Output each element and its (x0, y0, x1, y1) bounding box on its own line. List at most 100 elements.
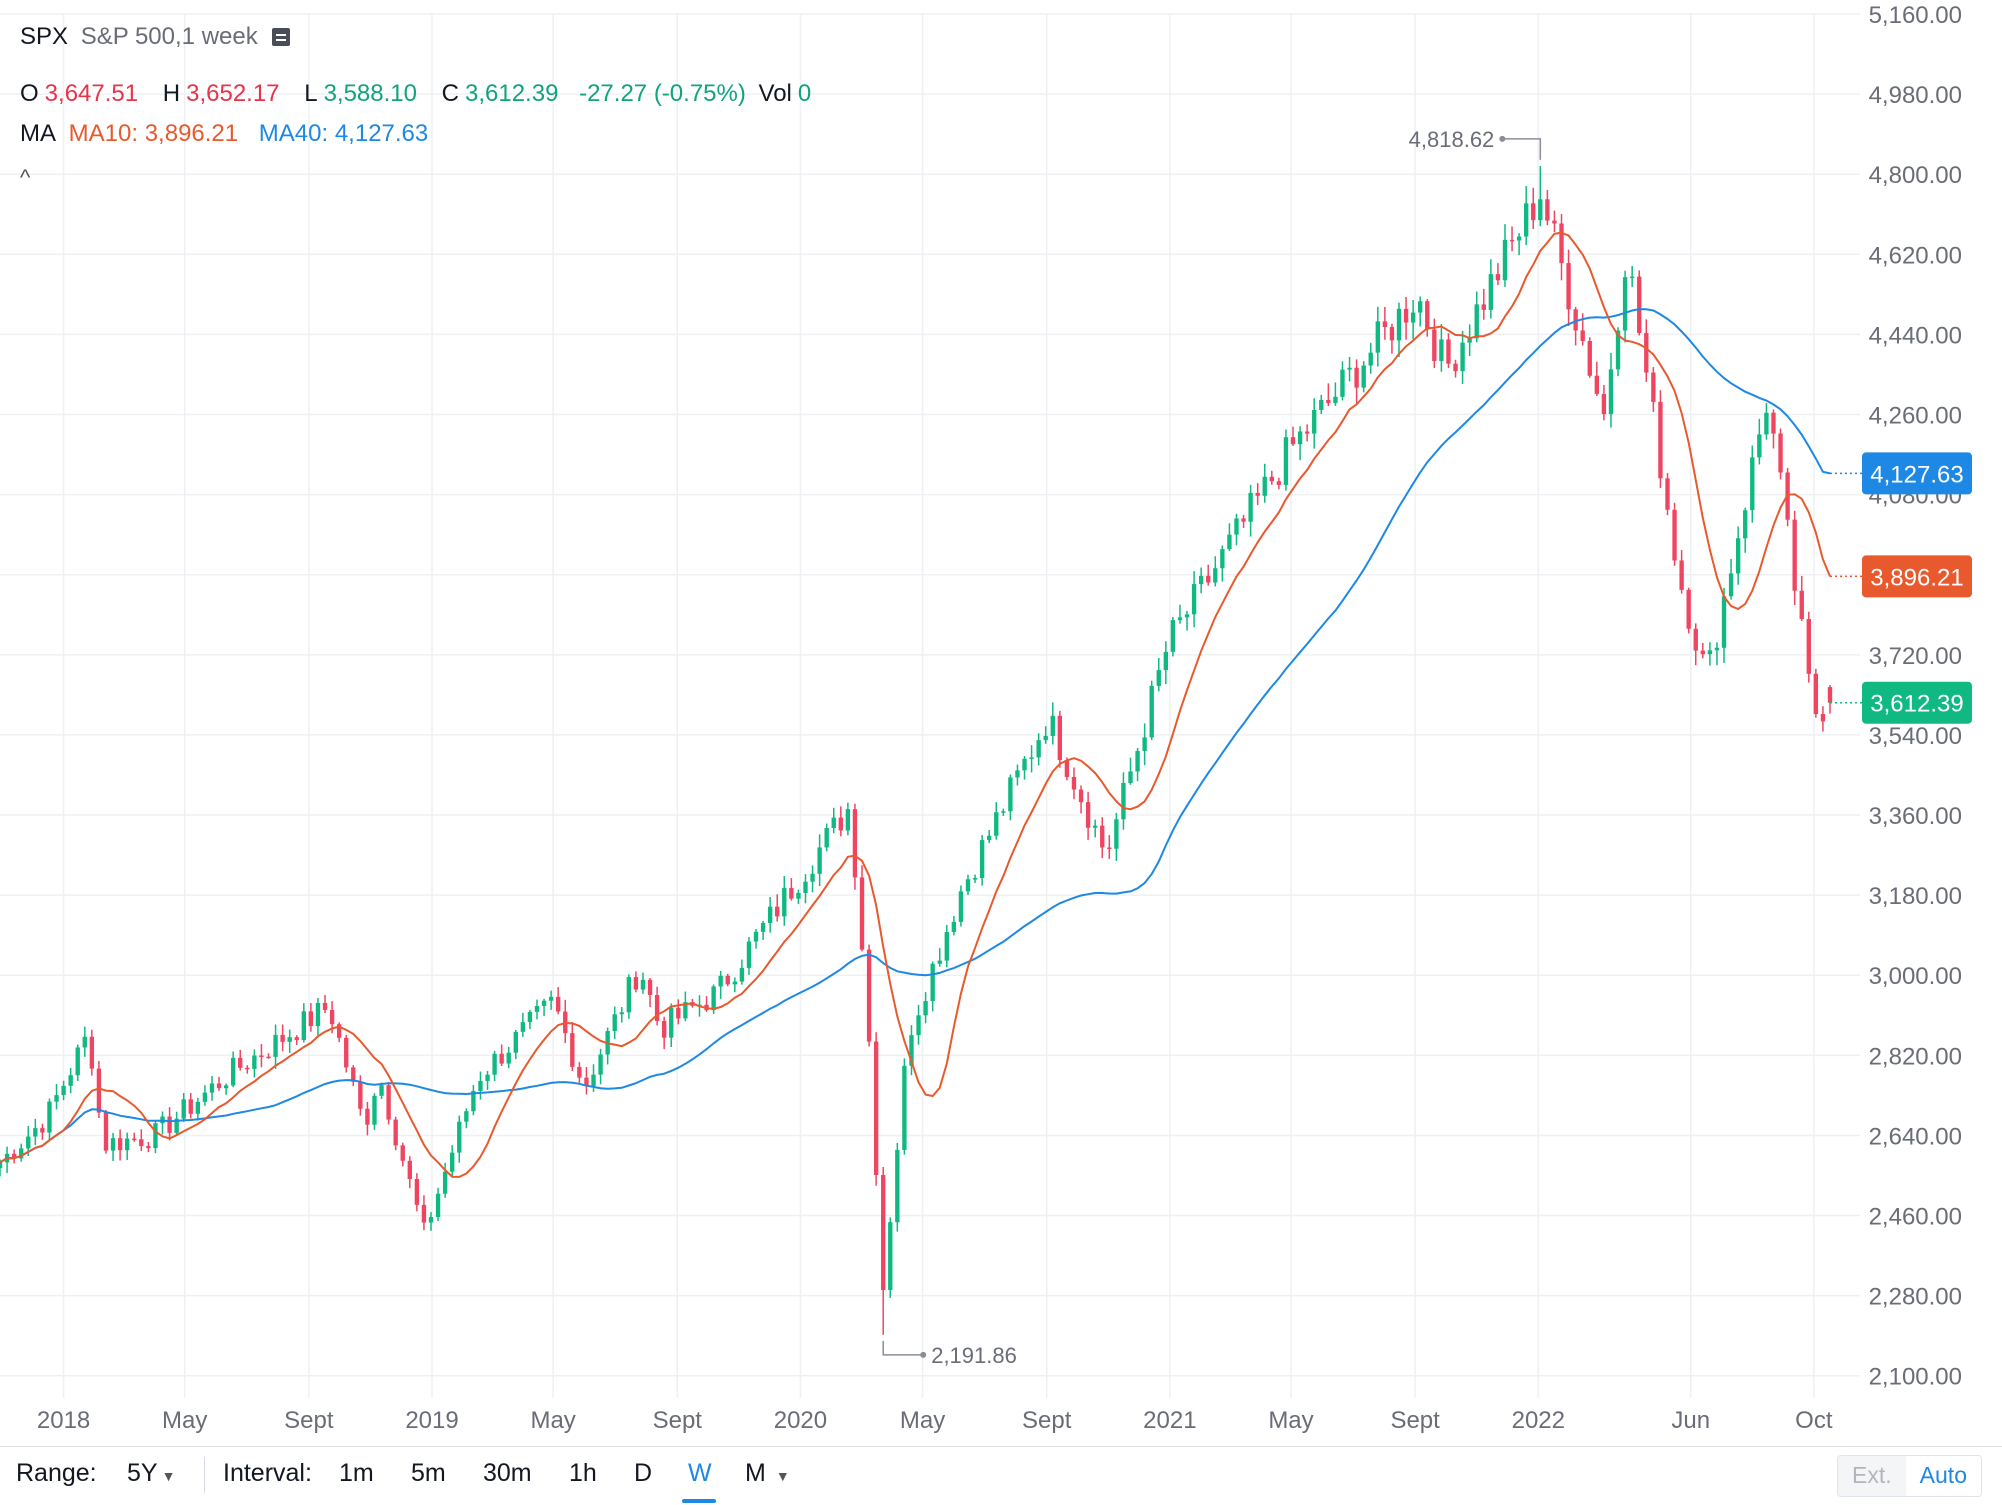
high-annotation-label: 4,818.62 (1409, 127, 1495, 152)
x-tick-label: 2021 (1143, 1407, 1196, 1434)
candle-down (1078, 789, 1084, 803)
candle-up (711, 986, 716, 1011)
candle-down (1326, 399, 1331, 404)
candle-up (1764, 412, 1769, 435)
ma10-legend[interactable]: MA10: 3,896.21 (68, 120, 239, 147)
candle-down (11, 1153, 17, 1159)
high-annotation-leader (1502, 138, 1542, 160)
open-value: 3,647.51 (44, 80, 139, 107)
low-annotation-leader (882, 1340, 924, 1356)
candle-down (1552, 220, 1557, 224)
candle-up (1728, 573, 1734, 597)
candle-up (1297, 431, 1303, 445)
candle-down (838, 817, 843, 831)
interval-1h[interactable]: 1h (569, 1459, 597, 1487)
candle-up (1488, 274, 1494, 310)
interval-m-selector[interactable]: M ▼ (745, 1459, 790, 1488)
candle-down (386, 1085, 391, 1120)
candle-down (1573, 309, 1578, 331)
candle-up (958, 891, 964, 922)
candle-down (1580, 330, 1585, 342)
close-label: C (441, 80, 459, 107)
candle-up (1629, 276, 1635, 279)
candle-up (1043, 735, 1048, 741)
ma40-line (0, 308, 1831, 1164)
candle-down (1672, 509, 1677, 561)
interval-w[interactable]: W (688, 1459, 712, 1487)
candle-up (944, 931, 949, 961)
x-tick-label: May (1268, 1407, 1313, 1434)
candle-up (619, 1012, 624, 1015)
ma40-legend[interactable]: MA40: 4,127.63 (258, 120, 429, 147)
y-tick-label: 4,980.00 (1869, 82, 1962, 109)
candle-down (407, 1160, 412, 1180)
ext-toggle[interactable]: Ext. (1838, 1456, 1906, 1496)
price-chart[interactable]: 2,100.00 2,280.00 2,460.00 2,640.00 2,820.00… (0, 0, 2002, 1446)
candle-down (1601, 393, 1607, 415)
candle-up (916, 1015, 921, 1036)
x-tick-label: Sept (1022, 1407, 1072, 1434)
candle-up (202, 1092, 208, 1102)
candle-up (1502, 239, 1508, 281)
candle-up (1008, 777, 1013, 812)
candle-up (1319, 399, 1324, 411)
candle-down (556, 996, 561, 1012)
range-selector[interactable]: 5Y ▼ (127, 1459, 175, 1488)
candle-up (471, 1090, 476, 1112)
y-tick-label: 3,720.00 (1869, 643, 1962, 670)
candle-down (1057, 715, 1063, 761)
x-tick-label: May (900, 1407, 945, 1434)
interval-1m[interactable]: 1m (339, 1459, 374, 1487)
candle-up (1022, 758, 1027, 771)
candle-up (1474, 304, 1479, 339)
candle-up (1177, 617, 1183, 621)
candle-up (1396, 308, 1402, 341)
candle-down (393, 1119, 398, 1146)
candle-up (1608, 369, 1614, 415)
candle-up (1707, 650, 1713, 655)
candle-down (1241, 518, 1246, 522)
candle-up (1714, 647, 1720, 651)
candle-down (329, 1009, 335, 1025)
candle-up (478, 1080, 483, 1091)
candle-down (1827, 687, 1833, 703)
candle-up (972, 878, 978, 880)
candle-up (888, 1222, 893, 1290)
document-icon[interactable] (271, 28, 290, 46)
candle-up (803, 881, 808, 893)
candle-up (767, 906, 773, 924)
candle-up (746, 941, 752, 968)
candle-up (612, 1014, 617, 1032)
range-value: 5Y (127, 1459, 158, 1487)
candle-up (110, 1138, 116, 1151)
candle-up (450, 1152, 455, 1172)
candle-up (1622, 277, 1628, 331)
interval-30m[interactable]: 30m (483, 1459, 532, 1487)
y-tick-label: 4,620.00 (1869, 242, 1962, 269)
candle-up (1460, 342, 1465, 372)
y-tick-label: 3,360.00 (1869, 803, 1962, 830)
candle-down (308, 1011, 314, 1027)
candle-up (718, 975, 723, 987)
volume-value: 0 (797, 80, 812, 107)
candle-up (739, 967, 745, 982)
candle-up (782, 887, 787, 917)
candle-down (1559, 223, 1564, 264)
candle-down (866, 949, 872, 1042)
candle-up (1312, 410, 1317, 434)
interval-5m[interactable]: 5m (411, 1459, 446, 1487)
candle-up (951, 921, 957, 932)
candle-up (68, 1075, 73, 1086)
candle-up (1170, 620, 1176, 652)
candle-up (994, 812, 999, 836)
interval-d[interactable]: D (634, 1459, 653, 1487)
candle-up (987, 835, 992, 841)
auto-toggle[interactable]: Auto (1905, 1456, 1981, 1496)
candle-up (1114, 819, 1119, 849)
price-badge-label: 4,127.63 (1870, 461, 1963, 488)
y-tick-label: 2,460.00 (1869, 1204, 1962, 1231)
symbol-ticker[interactable]: SPX (20, 23, 69, 50)
collapse-legend-icon[interactable]: ^ (20, 165, 31, 190)
candle-down (167, 1116, 172, 1133)
candle-up (1750, 457, 1755, 511)
